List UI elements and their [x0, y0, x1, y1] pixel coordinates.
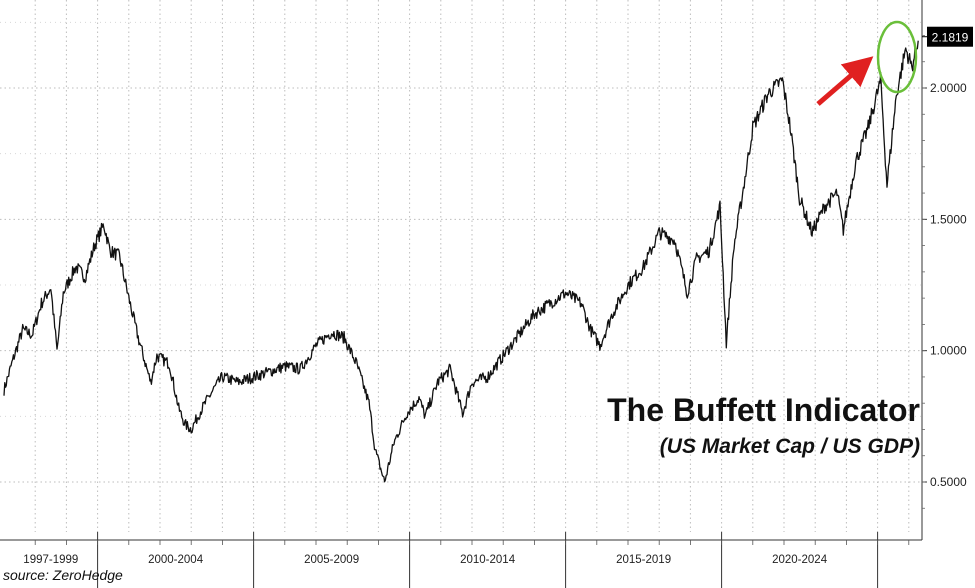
source-label: source: ZeroHedge [3, 567, 123, 583]
x-tick-label: 2020-2024 [772, 554, 828, 566]
x-tick-label: 1997-1999 [23, 554, 78, 566]
vertical-gridlines [34, 0, 910, 532]
x-tick-label: 2005-2009 [304, 554, 359, 566]
x-tick-label: 2000-2004 [148, 554, 204, 566]
highlight-circle [876, 20, 918, 94]
x-axis: 1997-1999 2000-2004 2005-2009 2010-2014 2015… [23, 532, 910, 588]
red-arrow [816, 56, 874, 106]
y-tick-label: 1.0000 [930, 344, 967, 358]
y-tick-label: 2.0000 [930, 81, 967, 95]
y-axis-ticks: 0.5000 1.0000 1.5000 2.0000 [922, 35, 967, 509]
buffett-indicator-line [3, 40, 919, 483]
annotations: 2.1819 [816, 20, 973, 106]
axes [0, 0, 923, 541]
horizontal-gridlines [0, 21, 922, 483]
x-tick-label: 2010-2014 [460, 554, 516, 566]
last-value-label: 2.1819 [932, 31, 969, 45]
y-tick-label: 1.5000 [930, 212, 967, 226]
last-value-badge [927, 26, 973, 47]
chart-title: The Buffett Indicator [607, 392, 920, 428]
x-tick-label: 2015-2019 [616, 554, 671, 566]
chart-subtitle: (US Market Cap / US GDP) [659, 435, 920, 458]
y-tick-label: 0.5000 [930, 475, 967, 489]
